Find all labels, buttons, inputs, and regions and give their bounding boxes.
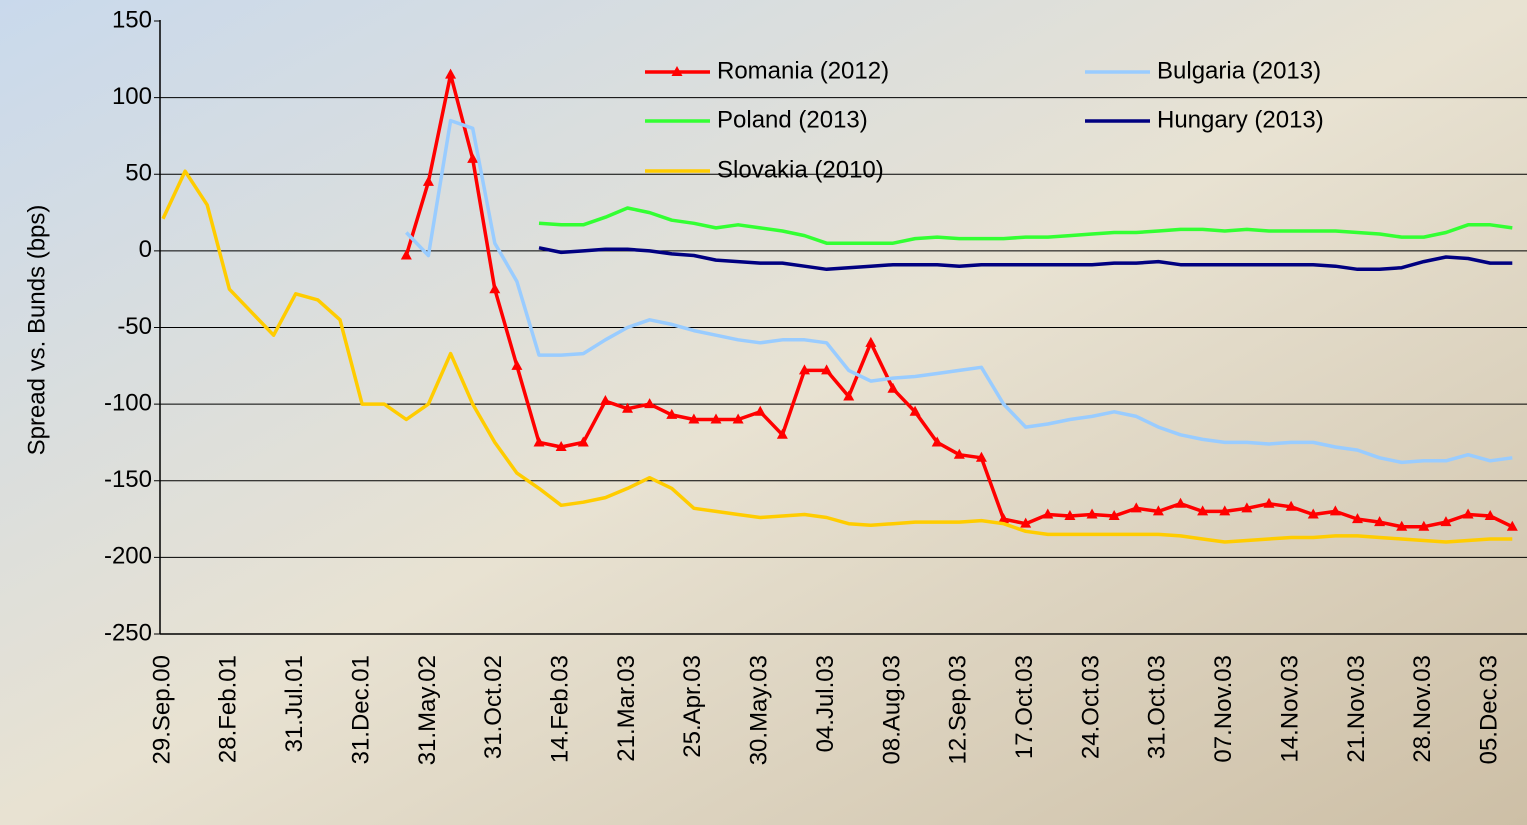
marker bbox=[577, 436, 589, 447]
x-tick-label: 21.Nov.03 bbox=[1343, 655, 1370, 763]
marker bbox=[1285, 500, 1297, 511]
marker bbox=[1418, 520, 1430, 531]
x-tick-label: 29.Sep.00 bbox=[148, 655, 175, 764]
marker bbox=[732, 413, 744, 424]
marker bbox=[599, 395, 611, 406]
legend-marker bbox=[671, 66, 683, 76]
marker bbox=[1020, 517, 1032, 528]
marker bbox=[931, 436, 943, 447]
legend-label: Romania (2012) bbox=[717, 57, 889, 84]
marker bbox=[865, 336, 877, 347]
x-tick-label: 12.Sep.03 bbox=[945, 655, 972, 764]
x-tick-label: 14.Feb.03 bbox=[547, 655, 574, 763]
x-tick-label: 24.Oct.03 bbox=[1077, 655, 1104, 759]
x-tick-label: 28.Nov.03 bbox=[1409, 655, 1436, 763]
y-tick-label: -250 bbox=[104, 619, 152, 646]
marker bbox=[776, 428, 788, 439]
marker bbox=[1086, 508, 1098, 519]
marker bbox=[754, 405, 766, 416]
legend-label: Poland (2013) bbox=[717, 106, 868, 133]
marker bbox=[489, 283, 501, 294]
y-axis-label: Spread vs. Bunds (bps) bbox=[23, 205, 50, 456]
series-line bbox=[538, 206, 1513, 245]
marker bbox=[422, 175, 434, 186]
legend-label: Hungary (2013) bbox=[1157, 106, 1324, 133]
marker bbox=[1241, 502, 1253, 513]
x-tick-label: 08.Aug.03 bbox=[878, 655, 905, 764]
marker bbox=[1263, 497, 1275, 508]
marker bbox=[1130, 502, 1142, 513]
marker bbox=[887, 382, 899, 393]
y-tick-label: 50 bbox=[125, 160, 152, 187]
y-tick-label: -200 bbox=[104, 543, 152, 570]
x-tick-label: 07.Nov.03 bbox=[1210, 655, 1237, 763]
marker bbox=[511, 359, 523, 370]
marker bbox=[1440, 516, 1452, 527]
marker bbox=[1506, 520, 1518, 531]
marker bbox=[953, 448, 965, 459]
marker bbox=[555, 441, 567, 452]
y-tick-label: 150 bbox=[112, 6, 152, 33]
marker bbox=[1152, 505, 1164, 516]
x-tick-label: 04.Jul.03 bbox=[812, 655, 839, 752]
marker bbox=[909, 405, 921, 416]
x-tick-label: 30.May.03 bbox=[746, 655, 773, 765]
y-tick-label: 0 bbox=[139, 236, 152, 263]
legend-label: Slovakia (2010) bbox=[717, 156, 884, 183]
marker bbox=[1175, 497, 1187, 508]
marker bbox=[1064, 509, 1076, 520]
marker bbox=[710, 413, 722, 424]
series-line bbox=[538, 246, 1513, 272]
marker bbox=[798, 364, 810, 375]
marker bbox=[1197, 505, 1209, 516]
y-tick-label: -150 bbox=[104, 466, 152, 493]
marker bbox=[533, 436, 545, 447]
marker bbox=[622, 402, 634, 413]
x-tick-label: 05.Dec.03 bbox=[1476, 655, 1503, 764]
marker bbox=[1484, 509, 1496, 520]
marker bbox=[1396, 520, 1408, 531]
marker bbox=[666, 408, 678, 419]
x-tick-label: 31.Oct.02 bbox=[480, 655, 507, 759]
series-line bbox=[405, 118, 1513, 465]
marker bbox=[998, 513, 1010, 524]
marker bbox=[1329, 505, 1341, 516]
y-tick-label: -50 bbox=[117, 313, 152, 340]
marker bbox=[821, 364, 833, 375]
marker bbox=[688, 413, 700, 424]
marker bbox=[843, 390, 855, 401]
x-tick-label: 17.Oct.03 bbox=[1011, 655, 1038, 759]
x-tick-label: 14.Nov.03 bbox=[1276, 655, 1303, 763]
x-tick-label: 31.Dec.01 bbox=[347, 655, 374, 764]
marker bbox=[400, 249, 412, 260]
marker bbox=[975, 451, 987, 462]
x-tick-label: 21.Mar.03 bbox=[613, 655, 640, 762]
marker bbox=[467, 152, 479, 163]
series-line bbox=[161, 169, 1513, 544]
marker bbox=[1108, 509, 1120, 520]
marker bbox=[1042, 508, 1054, 519]
marker bbox=[1219, 505, 1231, 516]
x-tick-label: 31.Oct.03 bbox=[1144, 655, 1171, 759]
x-tick-label: 25.Apr.03 bbox=[679, 655, 706, 758]
marker bbox=[644, 398, 656, 409]
legend-label: Bulgaria (2013) bbox=[1157, 57, 1321, 84]
y-tick-label: -100 bbox=[104, 389, 152, 416]
marker bbox=[1462, 508, 1474, 519]
y-tick-label: 100 bbox=[112, 83, 152, 110]
x-tick-label: 28.Feb.01 bbox=[215, 655, 242, 763]
marker bbox=[1307, 508, 1319, 519]
marker bbox=[1351, 513, 1363, 524]
x-tick-label: 31.May.02 bbox=[414, 655, 441, 765]
marker bbox=[445, 68, 457, 79]
x-tick-label: 31.Jul.01 bbox=[281, 655, 308, 752]
marker bbox=[1374, 516, 1386, 527]
